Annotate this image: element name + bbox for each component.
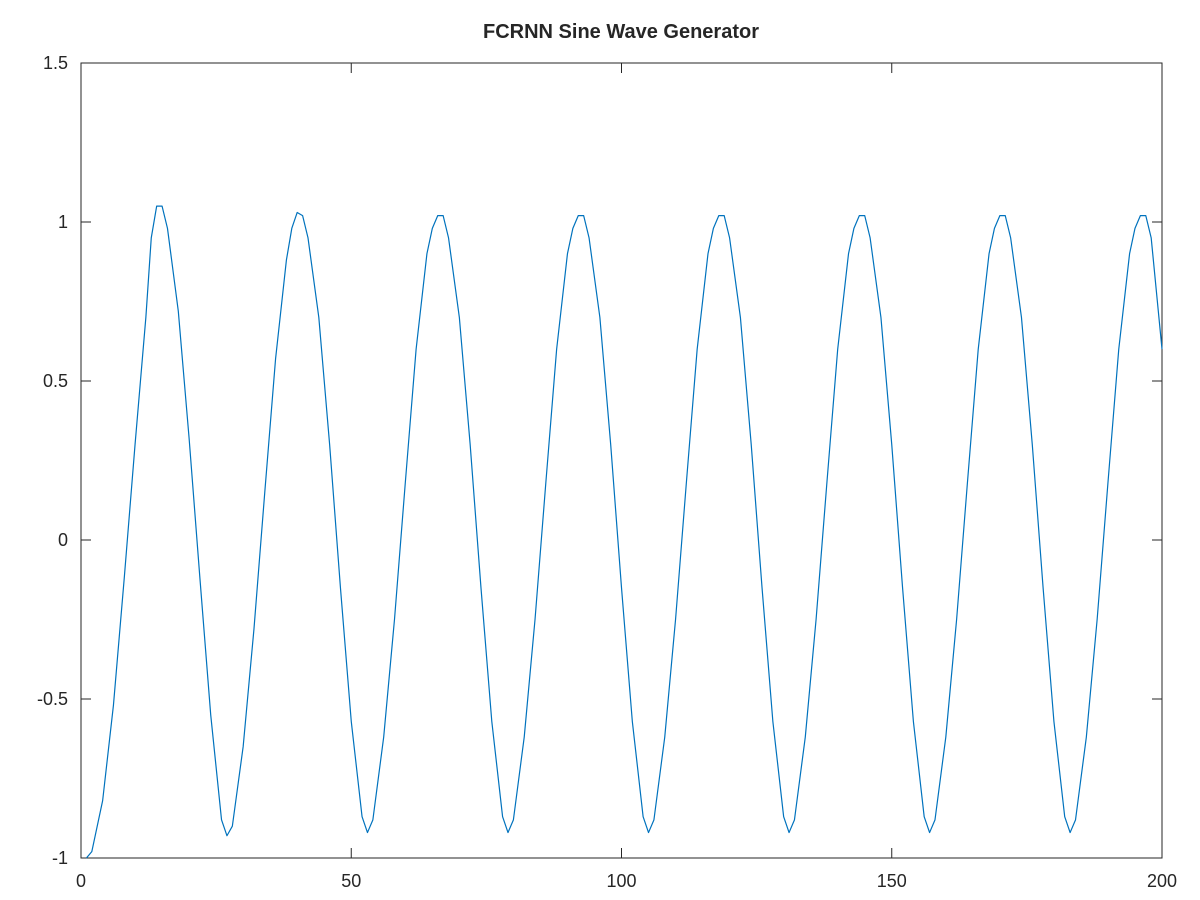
y-tick-label: -0.5 xyxy=(37,689,68,709)
y-tick-label: 1 xyxy=(58,212,68,232)
y-tick-label: 0.5 xyxy=(43,371,68,391)
x-tick-label: 50 xyxy=(341,871,361,891)
chart-title: FCRNN Sine Wave Generator xyxy=(483,21,759,43)
x-tick-label: 200 xyxy=(1147,871,1177,891)
y-tick-label: 0 xyxy=(58,530,68,550)
axis-ticks: 0 50 100 150 200 -1 -0.5 0 0.5 1 1.5 xyxy=(37,53,1177,891)
x-tick-label: 100 xyxy=(606,871,636,891)
x-tick-label: 0 xyxy=(76,871,86,891)
plot-area xyxy=(80,62,1163,859)
x-tick-label: 150 xyxy=(877,871,907,891)
y-tick-label: -1 xyxy=(52,848,68,868)
series-layer xyxy=(85,205,1163,859)
series-line xyxy=(85,205,1163,859)
y-tick-label: 1.5 xyxy=(43,53,68,73)
